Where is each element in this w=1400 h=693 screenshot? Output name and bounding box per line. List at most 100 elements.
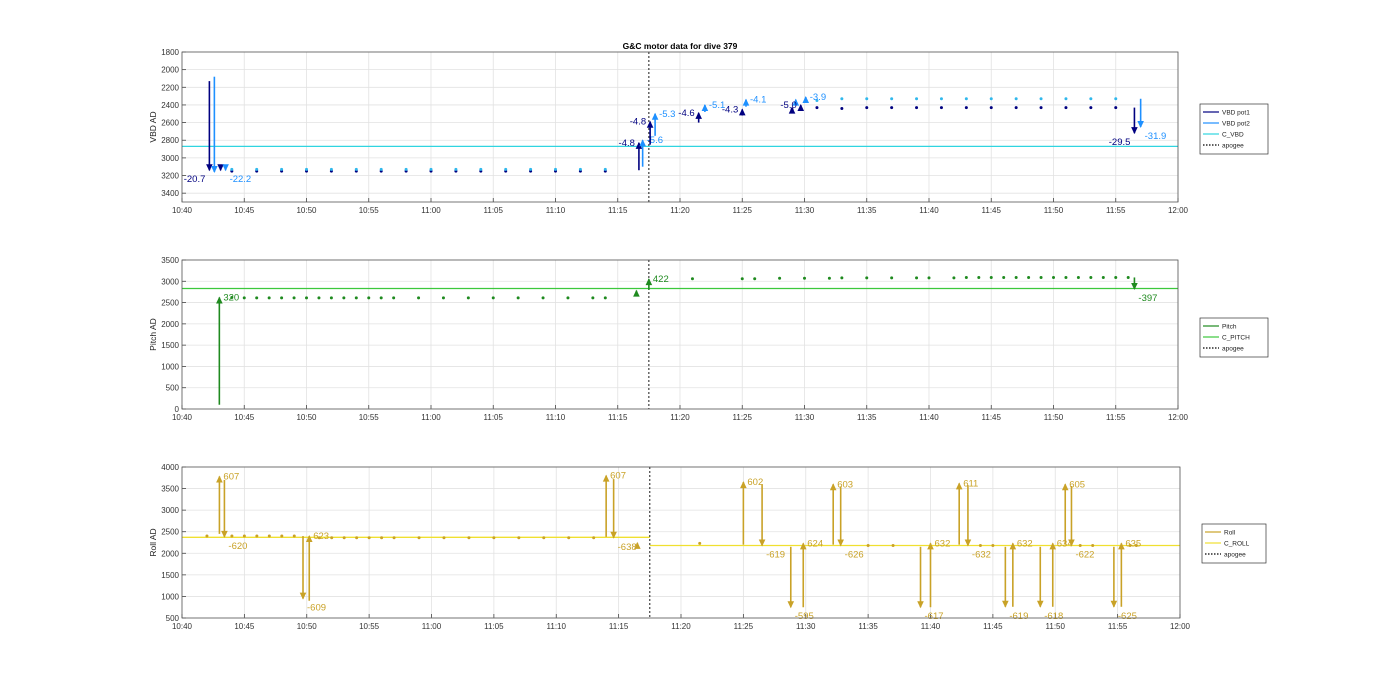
x-tick-label: 11:05 [484,413,504,422]
move-arrowhead [742,98,750,106]
move-arrowhead [695,111,702,119]
x-tick-label: 11:40 [921,622,941,631]
move-arrowhead [787,601,795,609]
move-label: -5.6 [647,135,663,146]
data-point [442,536,446,540]
data-point [1114,106,1118,110]
data-point [230,167,234,171]
data-point [367,536,371,540]
data-point [541,296,545,300]
move-label: -625 [1118,611,1137,622]
data-point [354,167,358,171]
data-point [329,167,333,171]
move-label: 624 [807,538,823,549]
data-point [1064,106,1068,110]
move-arrowhead [1137,121,1144,128]
data-point [1114,275,1118,279]
data-point [280,534,284,538]
move-arrowhead [964,539,972,547]
move-label: -626 [845,550,864,561]
move-label: 603 [837,479,853,490]
x-tick-label: 10:50 [296,413,317,422]
move-arrowhead [837,539,844,547]
y-tick-label: 2800 [161,136,179,145]
move-label: -4.8 [619,138,635,149]
data-point [305,296,308,300]
data-point [417,536,421,540]
move-label: -4.1 [750,95,766,106]
move-arrowhead [1009,542,1017,550]
x-tick-label: 11:00 [421,413,441,422]
move-arrowhead [645,278,653,286]
axes-frame [181,466,1181,619]
move-label: 320 [223,292,239,303]
move-label: -397 [1138,293,1157,304]
x-tick-label: 11:35 [858,622,878,631]
y-tick-label: 3500 [161,256,179,265]
data-point [292,296,296,300]
y-tick-label: 3400 [161,189,179,198]
data-point [603,296,607,300]
data-point [205,534,209,538]
move-label: 605 [1069,479,1085,490]
data-point [753,277,757,281]
data-point [939,97,943,101]
data-point [1089,106,1093,110]
data-point [242,534,246,538]
x-tick-label: 11:10 [547,622,567,631]
data-point [317,536,321,540]
y-tick-label: 3500 [161,485,179,494]
data-point [255,534,259,538]
move-label: 422 [653,274,669,285]
data-point [1091,544,1095,548]
data-point [778,276,782,280]
data-point [1128,544,1132,548]
data-point [305,167,308,171]
x-tick-label: 10:50 [297,622,318,631]
move-label: 602 [747,477,763,488]
move-label: 635 [1125,538,1141,549]
move-label: -4.6 [678,108,694,119]
move-label: -638 [618,542,637,553]
move-arrowhead [216,296,223,304]
data-point [592,536,596,540]
x-tick-label: 11:45 [982,413,1002,422]
data-point [827,276,831,280]
x-tick-label: 11:40 [919,206,939,215]
data-point [927,276,931,280]
data-point [492,536,496,540]
legend-label: apogee [1224,552,1246,559]
data-point [1101,275,1105,279]
legend-label: Roll [1224,530,1236,537]
data-point [255,167,259,171]
data-point [815,99,819,103]
data-point [242,296,246,300]
data-point [1014,106,1018,110]
data-point [815,106,819,110]
move-arrowhead [216,475,223,483]
axes-frame [181,259,1179,410]
data-point [803,276,806,280]
move-arrowhead [758,539,766,547]
x-tick-label: 11:20 [670,206,690,215]
x-tick-label: 10:40 [172,413,193,422]
move-label: -622 [1075,550,1094,561]
data-point [342,296,346,300]
data-point [454,167,458,171]
y-tick-label: 3000 [161,506,179,515]
y-tick-label: 500 [166,614,180,623]
x-tick-label: 12:00 [1170,622,1191,631]
move-arrowhead [305,535,313,543]
data-point [379,167,383,171]
y-tick-label: 0 [175,405,180,414]
data-point [1064,97,1068,101]
data-point [865,97,869,101]
x-tick-label: 10:45 [234,622,255,631]
x-tick-label: 12:00 [1168,413,1189,422]
move-label: -22.2 [230,174,252,185]
data-point [1052,275,1055,279]
y-tick-label: 500 [166,384,180,393]
x-tick-label: 11:35 [857,413,877,422]
data-point [840,97,844,101]
x-tick-label: 11:00 [422,622,442,631]
